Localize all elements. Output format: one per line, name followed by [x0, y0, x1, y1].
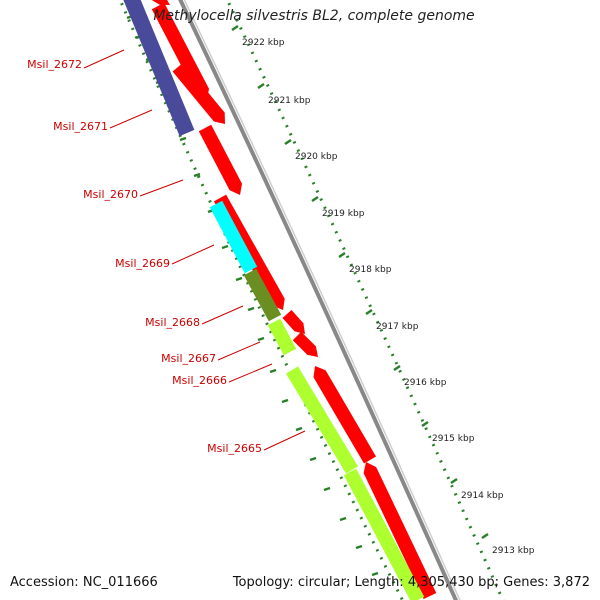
- gene-label: Msil_2672: [27, 58, 82, 71]
- scale-layer: 2922 kbp 2921 kbp 2920 kbp 2919 kbp 2918 kbp…: [231, 24, 535, 556]
- scale-tick-label: 2922 kbp: [242, 38, 285, 48]
- scale-tick: [284, 138, 292, 146]
- gc-dash-mark: [221, 244, 229, 250]
- scale-tick: [338, 251, 346, 259]
- gc-dash-mark: [339, 516, 347, 522]
- gc-dash-mark: [323, 486, 331, 492]
- gc-dash-mark: [281, 398, 289, 404]
- gc-dash-mark: [193, 172, 201, 178]
- scale-tick: [257, 82, 265, 90]
- scale-dotted-line: [225, 0, 505, 600]
- backbone-layer: [178, 0, 461, 600]
- gc-dash-mark: [355, 544, 363, 550]
- feature-msil-2669: [209, 200, 258, 274]
- scale-tick-label: 2920 kbp: [295, 152, 338, 162]
- gc-dash-mark: [295, 426, 303, 432]
- genes-label: Genes:: [503, 575, 549, 590]
- accession-label: Accession:: [10, 575, 79, 590]
- feature-msil-2665: [286, 366, 358, 474]
- scale-tick-label: 2918 kbp: [349, 265, 392, 275]
- gc-dash-mark: [269, 368, 277, 374]
- scale-tick-label: 2916 kbp: [404, 378, 447, 388]
- feature-red-small-b: [292, 331, 318, 357]
- scale-tick-label: 2914 kbp: [461, 491, 504, 501]
- gene-leader-line: [217, 341, 261, 361]
- gene-label: Msil_2669: [115, 257, 170, 270]
- gene-label: Msil_2671: [53, 120, 108, 133]
- feature-msil-2672: [123, 0, 195, 137]
- feature-msil-2670-red: [198, 124, 242, 195]
- genes-value: 3,872: [552, 575, 590, 590]
- map-title: Methylocella silvestris BL2, complete ge…: [153, 8, 475, 24]
- gc-dash-mark: [179, 136, 187, 142]
- feature-layer: [123, 0, 437, 600]
- scale-tick: [311, 195, 319, 203]
- gene-label: Msil_2668: [145, 316, 200, 329]
- gene-label: Msil_2667: [161, 352, 216, 365]
- gene-leader-line: [109, 109, 153, 129]
- gene-leader-line: [83, 49, 125, 69]
- topology-info: Topology: circular; Length: 4,305,430 bp…: [232, 575, 590, 590]
- backbone-highlight: [183, 0, 461, 600]
- gc-dash-mark: [235, 276, 243, 282]
- gc-dash-mark: [371, 571, 379, 577]
- scale-tick-label: 2913 kbp: [492, 546, 535, 556]
- topology-label: Topology:: [232, 575, 294, 590]
- backbone-line: [178, 0, 458, 600]
- gene-leader-line: [228, 363, 273, 383]
- length-value: 4,305,430 bp: [407, 575, 495, 590]
- scale-tick: [421, 420, 429, 428]
- scale-tick: [393, 364, 401, 372]
- feature-red-d: [313, 366, 376, 464]
- gene-label: Msil_2665: [207, 442, 262, 455]
- gc-dash-mark: [309, 456, 317, 462]
- feature-red-top: [151, 0, 170, 5]
- gene-leader-line: [263, 430, 306, 451]
- accession-info: Accession: NC_011666: [10, 575, 158, 590]
- feature-red-b: [172, 62, 225, 124]
- accession-value: NC_011666: [82, 575, 158, 590]
- scale-tick: [365, 308, 373, 316]
- gene-label: Msil_2670: [83, 188, 138, 201]
- scale-tick-label: 2921 kbp: [268, 96, 311, 106]
- gene-label: Msil_2666: [172, 374, 227, 387]
- scale-tick-label: 2919 kbp: [322, 209, 365, 219]
- gc-dash-mark: [247, 306, 255, 312]
- feature-msil-2668: [243, 268, 282, 322]
- gene-leader-line: [171, 244, 215, 265]
- feature-red-a: [151, 2, 209, 100]
- scale-tick: [481, 532, 489, 540]
- scale-tick: [450, 477, 458, 485]
- feature-red-small-a: [282, 310, 305, 334]
- gene-leader-line: [139, 179, 184, 197]
- gene-label-layer: Msil_2672 Msil_2671 Msil_2670 Msil_2669 Msil…: [27, 49, 306, 455]
- scale-tick: [231, 24, 239, 32]
- length-label: Length:: [354, 575, 404, 590]
- scale-tick-label: 2917 kbp: [376, 322, 419, 332]
- feature-green-a: [267, 318, 297, 356]
- feature-red-e: [363, 462, 437, 599]
- gene-leader-line: [201, 305, 244, 325]
- feature-green-b: [343, 468, 425, 600]
- gc-dash-mark: [257, 336, 265, 342]
- gc-dotted-line: [118, 0, 405, 600]
- topology-value: circular: [297, 575, 346, 590]
- scale-tick-label: 2915 kbp: [432, 434, 475, 444]
